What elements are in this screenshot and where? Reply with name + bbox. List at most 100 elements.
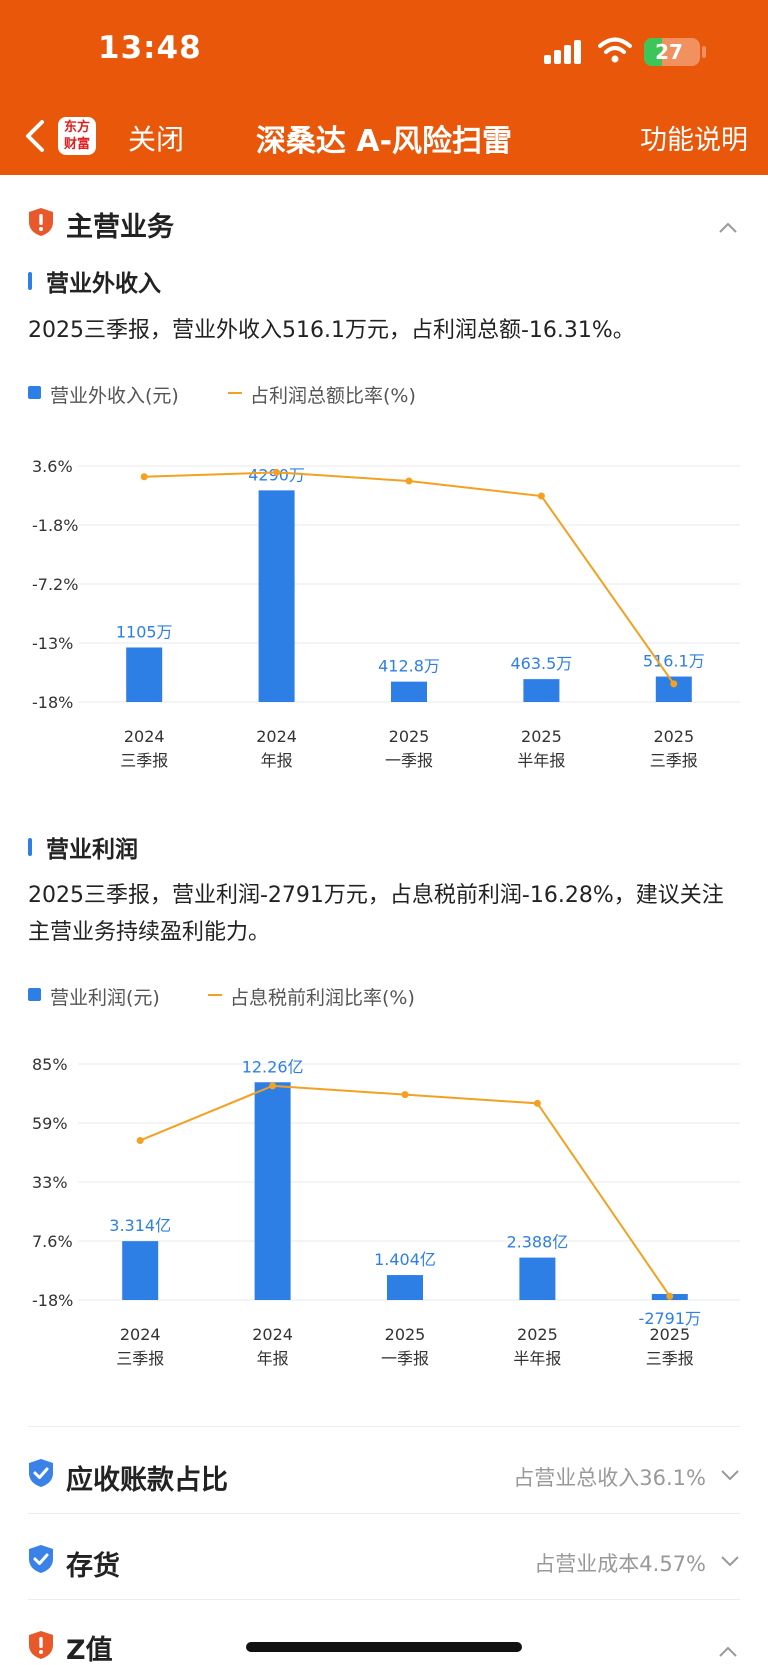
bar-value-label: 12.26亿 xyxy=(242,1057,304,1076)
operating-profit-description: 2025三季报，营业利润-2791万元，占息税前利润-16.28%，建议关注主营… xyxy=(28,883,724,945)
bar-value-label: 412.8万 xyxy=(378,657,440,676)
subsection-marker xyxy=(28,272,32,290)
bar xyxy=(122,1241,159,1300)
check-shield-icon xyxy=(29,1459,53,1487)
bar xyxy=(387,1275,423,1300)
battery-tip xyxy=(702,46,706,58)
y-tick-label: -1.8% xyxy=(32,516,78,535)
divider xyxy=(28,1426,740,1427)
bar-value-label: 3.314亿 xyxy=(109,1216,171,1235)
legend-line-swatch xyxy=(208,994,222,996)
bar-value-label: 1.404亿 xyxy=(374,1250,436,1269)
legend-bar-swatch xyxy=(28,386,41,399)
row-inventory[interactable]: 存货 占营业成本4.57% xyxy=(28,1532,740,1592)
subsection-nonoperating-income: 营业外收入 xyxy=(28,264,328,298)
chart2-legend: 营业利润(元) 占息税前利润比率(%) xyxy=(28,983,628,1013)
divider xyxy=(28,1513,740,1514)
battery-icon: 27 xyxy=(644,38,700,66)
legend-line-label: 占息税前利润比率(%) xyxy=(230,987,415,1009)
bar-value-label: 516.1万 xyxy=(643,652,705,671)
section-title: Z值 xyxy=(66,1635,113,1665)
bar-value-label: 463.5万 xyxy=(510,654,572,673)
status-time: 13:48 xyxy=(98,30,202,66)
legend-line-label: 占利润总额比率(%) xyxy=(250,385,416,407)
x-tick-period: 三季报 xyxy=(650,751,698,770)
y-tick-label: -7.2% xyxy=(32,575,78,594)
y-tick-label: 85% xyxy=(32,1055,68,1074)
chevron-up-icon[interactable] xyxy=(718,220,738,234)
x-tick-period: 一季报 xyxy=(385,751,433,770)
nonoperating-income-description: 2025三季报，营业外收入516.1万元，占利润总额-16.31%。 xyxy=(28,318,635,343)
ratio-point xyxy=(666,1292,674,1300)
section-title: 主营业务 xyxy=(66,212,174,243)
chevron-up-icon[interactable] xyxy=(718,1644,738,1658)
x-tick-year: 2025 xyxy=(517,1325,558,1344)
y-tick-label: -18% xyxy=(32,1291,73,1310)
back-arrow-icon[interactable] xyxy=(22,116,52,156)
subsection-marker xyxy=(28,838,32,856)
row-value: 占营业成本4.57% xyxy=(534,1552,706,1576)
x-tick-year: 2025 xyxy=(385,1325,426,1344)
subsection-operating-profit: 营业利润 xyxy=(28,830,328,864)
x-tick-period: 三季报 xyxy=(116,1349,164,1368)
nonoperating-income-chart: 3.6%-1.8%-7.2%-13%-18%1105万4290万412.8万46… xyxy=(32,457,740,770)
x-tick-year: 2025 xyxy=(389,727,430,746)
home-indicator xyxy=(246,1642,522,1652)
subsection-title: 营业利润 xyxy=(46,837,138,863)
ratio-point xyxy=(401,1091,409,1099)
bar xyxy=(391,681,427,702)
x-tick-year: 2024 xyxy=(256,727,297,746)
chevron-down-icon xyxy=(721,1556,739,1567)
x-tick-period: 一季报 xyxy=(381,1349,429,1368)
ratio-point xyxy=(533,1099,541,1107)
bar-value-label: 2.388亿 xyxy=(506,1233,568,1252)
section-main-business[interactable]: 主营业务 xyxy=(28,205,740,245)
y-tick-label: -13% xyxy=(32,634,73,653)
risk-shield-icon xyxy=(29,208,53,236)
function-help-button[interactable]: 功能说明 xyxy=(640,125,748,156)
legend-bar-swatch xyxy=(28,988,41,1001)
bar xyxy=(126,647,163,702)
battery-level: 27 xyxy=(655,40,683,64)
bar xyxy=(258,490,295,702)
x-tick-year: 2024 xyxy=(252,1325,293,1344)
logo-text-bottom: 财富 xyxy=(63,137,90,152)
row-title: 存货 xyxy=(66,1551,120,1582)
x-tick-year: 2024 xyxy=(120,1325,161,1344)
row-receivables-ratio[interactable]: 应收账款占比 占营业总收入36.1% xyxy=(28,1446,740,1506)
bar xyxy=(254,1082,291,1300)
x-tick-year: 2024 xyxy=(124,727,165,746)
y-tick-label: 33% xyxy=(32,1173,68,1192)
close-button[interactable]: 关闭 xyxy=(128,123,185,156)
ratio-point xyxy=(537,492,545,500)
bar-value-label: -2791万 xyxy=(639,1309,702,1328)
chevron-down-icon xyxy=(721,1470,739,1481)
x-tick-period: 年报 xyxy=(261,751,293,770)
y-tick-label: 59% xyxy=(32,1114,68,1133)
app-logo[interactable]: 东方 财富 xyxy=(58,117,96,155)
chart1-legend: 营业外收入(元) 占利润总额比率(%) xyxy=(28,381,628,411)
page-title: 深桑达 A-风险扫雷 xyxy=(255,124,513,159)
app-header: 13:48 27 东方 财富 关闭 深桑达 A-风险扫雷 功能说明 xyxy=(0,0,768,175)
ratio-point xyxy=(140,473,148,481)
y-tick-label: 7.6% xyxy=(32,1232,73,1251)
legend-bar-label: 营业外收入(元) xyxy=(50,385,179,407)
legend-line-swatch xyxy=(228,392,242,394)
x-tick-period: 三季报 xyxy=(646,1349,694,1368)
x-tick-period: 年报 xyxy=(257,1349,289,1368)
section-z-score[interactable]: Z值 xyxy=(28,1628,528,1665)
cellular-signal-icon xyxy=(544,38,588,64)
ratio-point xyxy=(273,468,281,476)
ratio-point xyxy=(670,680,678,688)
x-tick-year: 2025 xyxy=(521,727,562,746)
ratio-point xyxy=(405,477,413,485)
ratio-point xyxy=(136,1136,144,1144)
bar xyxy=(519,1257,556,1300)
operating-profit-chart: 85% 59% 33% 7.6% -18% 3.314亿 12.26亿 1.404亿 2.388… xyxy=(32,1055,740,1368)
wifi-icon xyxy=(598,37,632,63)
bar-value-label: 1105万 xyxy=(116,622,173,641)
logo-text-top: 东方 xyxy=(63,120,90,135)
risk-shield-icon xyxy=(29,1631,53,1659)
row-value: 占营业总收入36.1% xyxy=(513,1466,706,1490)
legend-bar-label: 营业利润(元) xyxy=(50,987,160,1009)
